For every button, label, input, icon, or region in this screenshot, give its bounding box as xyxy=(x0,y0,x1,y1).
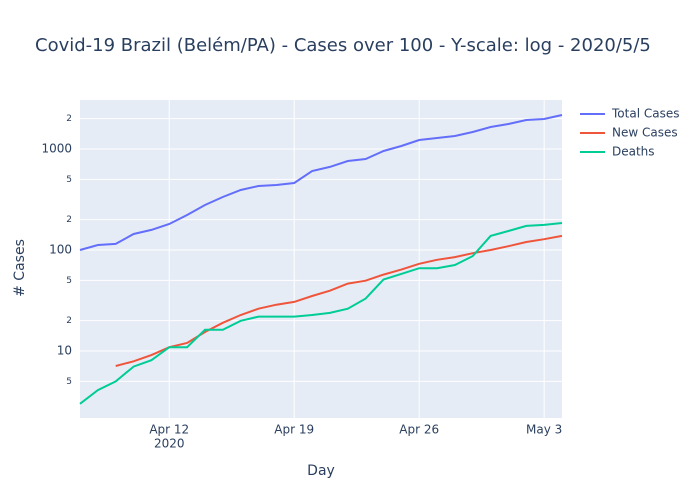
x-tick-label: Apr 12 xyxy=(149,423,189,437)
chart-title: Covid-19 Brazil (Belém/PA) - Cases over … xyxy=(35,35,651,56)
line xyxy=(79,114,563,251)
x-year-label: 2020 xyxy=(154,437,185,451)
plot-area xyxy=(80,100,562,418)
x-tick-label: Apr 19 xyxy=(274,423,314,437)
y-tick-label: 10 xyxy=(57,343,72,357)
y-tick-label: 5 xyxy=(66,377,72,387)
y-axis-label: # Cases xyxy=(12,239,28,297)
legend-label: New Cases xyxy=(612,126,678,140)
y-tick-label: 2 xyxy=(66,215,72,225)
y-tick-label: 5 xyxy=(66,175,72,185)
legend-label: Total Cases xyxy=(611,107,679,121)
x-axis-label: Day xyxy=(307,463,335,479)
y-tick-label: 100 xyxy=(49,242,72,256)
y-tick-label: 2 xyxy=(66,114,72,124)
y-tick-label: 2 xyxy=(66,316,72,326)
x-tick-label: Apr 26 xyxy=(399,423,439,437)
legend-label: Deaths xyxy=(612,145,655,159)
y-tick-label: 1000 xyxy=(41,141,72,155)
line xyxy=(79,222,563,405)
x-tick-label: May 3 xyxy=(526,423,562,437)
y-tick-label: 5 xyxy=(66,276,72,286)
line xyxy=(115,234,563,367)
